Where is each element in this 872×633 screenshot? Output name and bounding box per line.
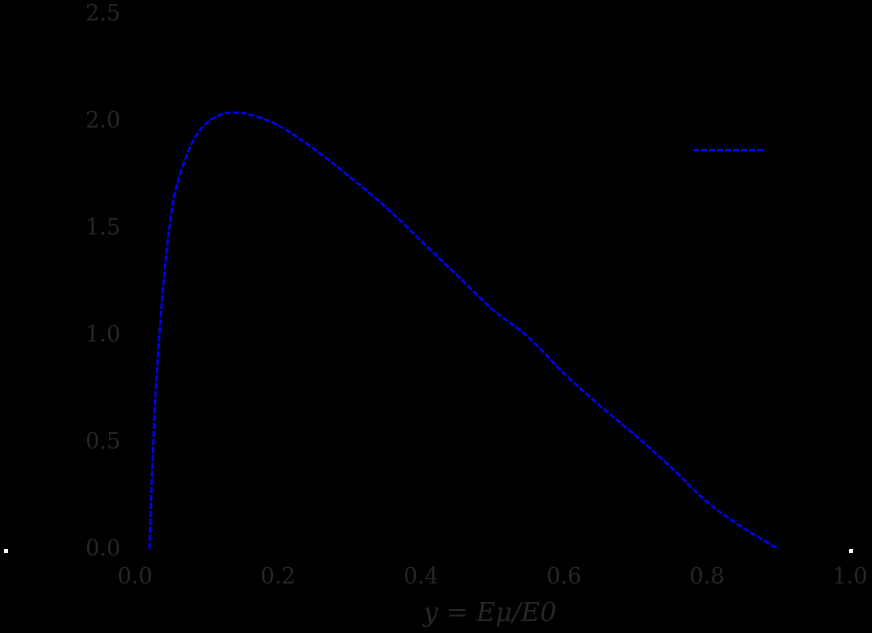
x-tick-label: 0.4 [403, 564, 439, 590]
x-axis-label: y = Eμ/E0 [423, 598, 557, 628]
y-tick-label: 2.0 [85, 108, 121, 134]
y-tick-label: 2.5 [85, 1, 121, 27]
x-tick-label: 0.8 [689, 564, 725, 590]
x-tick-label: 0.2 [260, 564, 296, 590]
x-tick-label: 0.0 [117, 564, 153, 590]
x-tick-label: 0.6 [546, 564, 582, 590]
corner-marker [849, 549, 853, 553]
y-tick-label: 1.0 [85, 322, 121, 348]
corner-marker [4, 549, 8, 553]
y-tick-label: 0.5 [85, 429, 121, 455]
x-tick-label: 1.0 [832, 564, 868, 590]
data-series-line [148, 111, 780, 550]
y-tick-label: 1.5 [85, 215, 121, 241]
y-tick-label: 0.0 [85, 536, 121, 562]
